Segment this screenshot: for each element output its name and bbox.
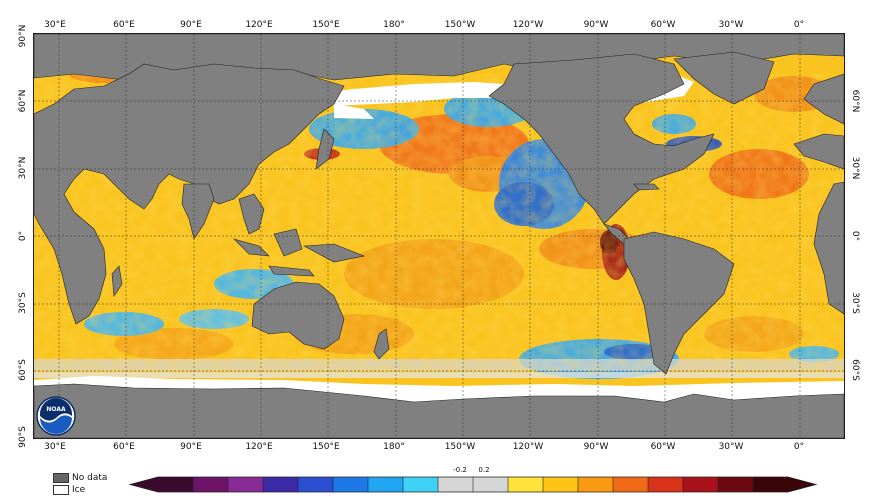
top-tick-label: 150°E — [312, 20, 340, 30]
colorbar-segment — [613, 477, 649, 492]
bottom-tick-label: 60°E — [113, 442, 135, 452]
colorbar-segment — [753, 477, 789, 492]
colorbar-segment — [648, 477, 684, 492]
bottom-tick-label: 0° — [793, 442, 805, 452]
legend-label-ice: Ice — [72, 485, 86, 495]
ice-swatch — [53, 485, 69, 495]
colorbar-segment — [368, 477, 404, 492]
colorbar-segment — [333, 477, 369, 492]
colorbar-label-neg: -0.2 — [453, 466, 467, 474]
colorbar-segment — [683, 477, 719, 492]
colorbar-label-pos: 0.2 — [478, 466, 490, 474]
top-tick-label: 120°W — [512, 20, 544, 30]
top-tick-label: 180° — [383, 20, 405, 30]
bottom-tick-label: 30°W — [718, 442, 744, 452]
colorbar-segment — [158, 477, 194, 492]
top-tick-label: 60°W — [650, 20, 676, 30]
right-tick-label: 60°N — [850, 89, 860, 113]
bottom-tick-label: 120°W — [512, 442, 544, 452]
legend: No data Ice — [53, 472, 107, 496]
colorbar-segment — [263, 477, 299, 492]
colorbar-segment — [578, 477, 614, 492]
left-tick-label: 90°S — [18, 426, 28, 448]
legend-item-ice: Ice — [53, 484, 107, 496]
left-tick-label: 0° — [18, 230, 28, 242]
bottom-tick-label: 150°E — [312, 442, 340, 452]
left-tick-label: 90°N — [18, 24, 28, 48]
right-tick-label: 60°S — [850, 359, 860, 381]
bottom-tick-label: 150°W — [444, 442, 476, 452]
right-tick-label: 30°S — [850, 292, 860, 314]
top-tick-label: 30°E — [44, 20, 66, 30]
colorbar-segment — [718, 477, 754, 492]
bottom-tick-label: 120°E — [245, 442, 273, 452]
no-data-swatch — [53, 473, 69, 483]
bottom-tick-label: 90°W — [583, 442, 609, 452]
colorbar-segment — [193, 477, 229, 492]
sst-anomaly-map: NOAA — [33, 33, 845, 439]
top-tick-label: 30°W — [718, 20, 744, 30]
map-canvas: NOAA — [34, 34, 844, 438]
top-tick-label: 120°E — [245, 20, 273, 30]
top-tick-label: 0° — [793, 20, 805, 30]
top-tick-label: 60°E — [113, 20, 135, 30]
colorbar-max-arrow — [788, 477, 816, 492]
top-tick-label: 90°E — [180, 20, 202, 30]
left-tick-label: 60°N — [18, 89, 28, 113]
colorbar-segment — [298, 477, 334, 492]
colorbar-segment — [438, 477, 474, 492]
colorbar-min-arrow — [130, 477, 158, 492]
top-tick-label: 90°W — [583, 20, 609, 30]
left-tick-label: 30°N — [18, 156, 28, 180]
legend-label-no-data: No data — [72, 473, 108, 483]
right-tick-label: 30°N — [850, 156, 860, 180]
bottom-tick-label: 60°W — [650, 442, 676, 452]
bottom-tick-label: 30°E — [44, 442, 66, 452]
bottom-tick-label: 180° — [383, 442, 405, 452]
colorbar-segment — [508, 477, 544, 492]
graticule — [34, 34, 844, 438]
left-tick-label: 60°S — [18, 359, 28, 381]
land-masses — [34, 34, 844, 438]
right-tick-label: 0° — [850, 230, 860, 242]
legend-item-no-data: No data — [53, 472, 107, 484]
top-tick-label: 150°W — [444, 20, 476, 30]
colorbar-segment — [403, 477, 439, 492]
colorbar-segment — [473, 477, 509, 492]
colorbar-segment — [228, 477, 264, 492]
bottom-tick-label: 90°E — [180, 442, 202, 452]
colorbar-segment — [543, 477, 579, 492]
colorbar — [128, 476, 818, 493]
noaa-logo-text: NOAA — [46, 406, 66, 413]
left-tick-label: 30°S — [18, 292, 28, 314]
noaa-logo: NOAA — [36, 396, 76, 436]
